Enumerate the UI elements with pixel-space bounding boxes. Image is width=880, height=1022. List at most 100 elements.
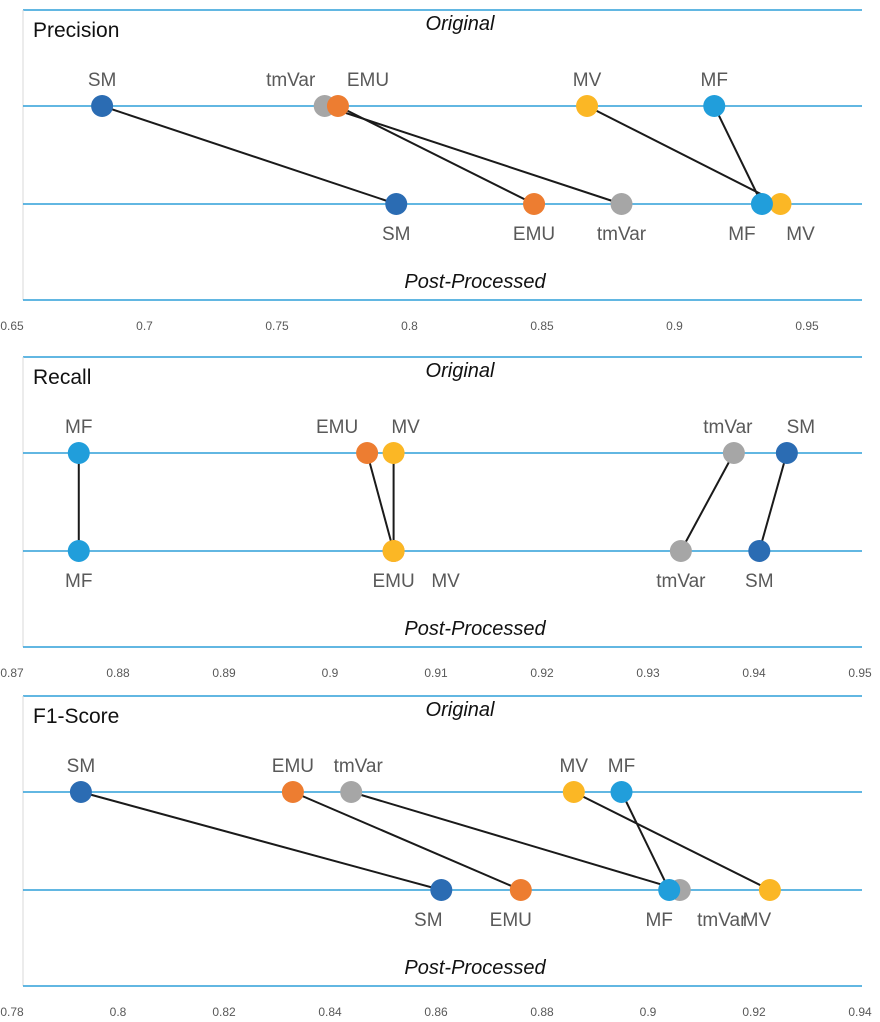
connector-mv [586, 105, 781, 205]
x-tick-label: 0.84 [318, 1005, 342, 1019]
label-original-emu: EMU [272, 756, 314, 777]
x-tick-label: 0.88 [106, 666, 130, 680]
point-post-processed-mv [769, 193, 792, 215]
connector-sm [80, 791, 442, 891]
row-label-post-processed: Post-Processed [404, 957, 546, 979]
panel-precision: Precision Original Post-Processed 0.65 0.7 0.… [0, 9, 862, 333]
label-original-mf: MF [608, 756, 635, 777]
panel-title: Recall [33, 366, 91, 389]
label-original-sm: SM [787, 417, 816, 438]
x-tick-label: 0.9 [666, 319, 683, 333]
x-tick-label: 0.85 [530, 319, 554, 333]
panel-f1-score: F1-Score Original Post-Processed 0.78 0.8 0.8… [0, 695, 872, 1019]
connector-sm [101, 105, 397, 205]
label-original-mv: MV [391, 417, 420, 438]
point-original-tmvar [722, 442, 745, 464]
x-tick-label: 0.9 [640, 1005, 657, 1019]
connector-mv [573, 791, 771, 891]
x-tick-label: 0.94 [742, 666, 766, 680]
point-original-mv [576, 95, 599, 117]
point-post-processed-emu [523, 193, 546, 215]
label-post-processed-mf: MF [728, 224, 755, 245]
point-post-processed-sm [748, 540, 771, 562]
label-original-emu: EMU [347, 70, 389, 91]
connector-tmvar [679, 452, 735, 552]
point-original-sm [69, 781, 92, 803]
label-post-processed-tmvar: tmVar [597, 224, 647, 245]
point-original-mf [610, 781, 633, 803]
label-original-mv: MV [560, 756, 589, 777]
connector-tmvar [350, 791, 681, 891]
connector-tmvar [324, 105, 622, 205]
point-original-mf [703, 95, 726, 117]
label-post-processed-sm: SM [414, 910, 443, 931]
point-original-mf [67, 442, 90, 464]
connector-emu [337, 105, 535, 205]
x-tick-label: 0.9 [322, 666, 339, 680]
label-post-processed-emu: EMU [490, 910, 532, 931]
panel-title: F1-Score [33, 705, 119, 728]
label-post-processed-tmvar: tmVar [656, 571, 706, 592]
label-post-processed-mv: MV [786, 224, 815, 245]
point-post-processed-sm [430, 879, 453, 901]
label-original-tmvar: tmVar [703, 417, 753, 438]
point-original-emu [281, 781, 304, 803]
point-post-processed-mv [382, 540, 405, 562]
label-original-tmvar: tmVar [334, 756, 384, 777]
row-label-original: Original [426, 699, 495, 721]
x-tick-label: 0.89 [212, 666, 236, 680]
panel-title: Precision [33, 19, 119, 42]
x-tick-label: 0.92 [742, 1005, 766, 1019]
connector-emu [292, 791, 522, 891]
x-tick-label: 0.87 [0, 666, 24, 680]
point-original-tmvar [340, 781, 363, 803]
point-original-mv [382, 442, 405, 464]
x-tick-label: 0.93 [636, 666, 660, 680]
label-original-mf: MF [701, 70, 728, 91]
label-post-processed-sm: SM [745, 571, 774, 592]
label-post-processed-sm: SM [382, 224, 411, 245]
x-tick-label: 0.91 [424, 666, 448, 680]
connector-emu [366, 452, 395, 552]
label-post-processed-emu: EMU [513, 224, 555, 245]
connector-sm [758, 452, 788, 552]
point-original-emu [356, 442, 379, 464]
label-original-sm: SM [88, 70, 117, 91]
point-post-processed-tmvar [610, 193, 633, 215]
label-post-processed-mv: MV [743, 910, 772, 931]
label-post-processed-mv: MV [431, 571, 460, 592]
label-post-processed-emu: EMU [372, 571, 414, 592]
panel-recall: Recall Original Post-Processed 0.87 0.88 0.89… [0, 356, 872, 680]
point-post-processed-sm [385, 193, 408, 215]
x-tick-label: 0.95 [795, 319, 819, 333]
x-tick-label: 0.65 [0, 319, 24, 333]
point-original-emu [326, 95, 349, 117]
point-post-processed-tmvar [669, 540, 692, 562]
x-tick-label: 0.78 [0, 1005, 24, 1019]
row-label-original: Original [426, 360, 495, 382]
x-tick-label: 0.8 [401, 319, 418, 333]
connector-mf [713, 105, 763, 205]
label-original-mv: MV [573, 70, 602, 91]
x-tick-label: 0.86 [424, 1005, 448, 1019]
x-tick-label: 0.94 [848, 1005, 872, 1019]
point-post-processed-mf [750, 193, 773, 215]
connector-mf [620, 791, 671, 891]
label-post-processed-mf: MF [645, 910, 672, 931]
x-tick-label: 0.8 [110, 1005, 127, 1019]
row-label-original: Original [426, 13, 495, 35]
x-tick-label: 0.75 [265, 319, 289, 333]
x-tick-label: 0.95 [848, 666, 872, 680]
x-tick-label: 0.92 [530, 666, 554, 680]
point-original-mv [562, 781, 585, 803]
x-tick-label: 0.7 [136, 319, 153, 333]
point-post-processed-emu [509, 879, 532, 901]
point-original-sm [91, 95, 114, 117]
label-original-mf: MF [65, 417, 92, 438]
point-post-processed-mv [758, 879, 781, 901]
label-original-tmvar: tmVar [266, 70, 316, 91]
point-post-processed-mf [658, 879, 681, 901]
row-label-post-processed: Post-Processed [404, 271, 546, 293]
label-original-emu: EMU [316, 417, 358, 438]
